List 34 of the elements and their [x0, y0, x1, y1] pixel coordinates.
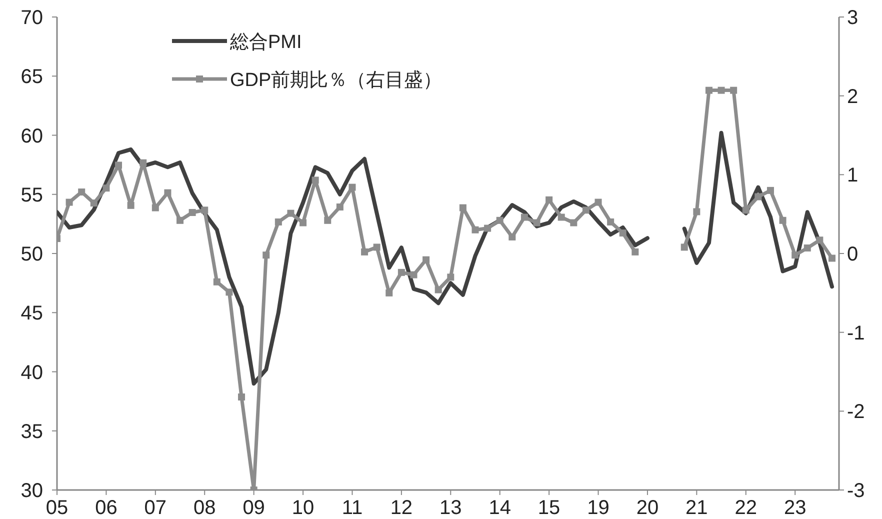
x-tick-label: 05 — [46, 497, 68, 519]
y-tick-label: 40 — [20, 362, 43, 384]
y-tick-label: 35 — [20, 420, 43, 443]
y2-tick-label: -2 — [847, 401, 865, 424]
x-tick-label: 20 — [636, 497, 659, 519]
y-tick-label: 50 — [20, 244, 43, 266]
x-tick-label: 21 — [686, 497, 708, 519]
x-tick-label: 10 — [292, 497, 314, 519]
y2-tick-label: 0 — [847, 244, 858, 266]
y-tick-label: 60 — [20, 125, 43, 148]
x-tick-label: 08 — [193, 497, 216, 519]
x-tick-label: 22 — [734, 497, 758, 519]
x-tick-label: 07 — [144, 497, 167, 519]
y2-tick-label: 1 — [847, 164, 858, 187]
legend-label: 総合PMI — [229, 32, 302, 53]
x-tick-label: 06 — [95, 497, 118, 519]
x-tick-label: 15 — [538, 497, 560, 519]
x-tick-label: 13 — [440, 497, 462, 519]
y-tick-label: 55 — [20, 184, 43, 206]
x-tick-label: 23 — [784, 497, 806, 519]
y-tick-label: 65 — [20, 66, 43, 88]
x-tick-label: 19 — [587, 497, 610, 519]
x-tick-label: 11 — [342, 497, 363, 519]
x-tick-label: 09 — [242, 497, 265, 519]
x-tick-label: 14 — [488, 497, 511, 519]
legend-label: GDP前期比％（右目盛） — [230, 70, 442, 91]
y2-tick-label: 3 — [847, 7, 858, 29]
y2-tick-label: 2 — [847, 86, 858, 108]
y-tick-label: 45 — [20, 302, 43, 325]
y-tick-label: 30 — [20, 480, 43, 502]
x-tick-label: 12 — [390, 497, 413, 519]
y2-tick-label: -1 — [847, 322, 865, 344]
y2-tick-label: -3 — [847, 480, 865, 502]
y-tick-label: 70 — [20, 7, 43, 29]
